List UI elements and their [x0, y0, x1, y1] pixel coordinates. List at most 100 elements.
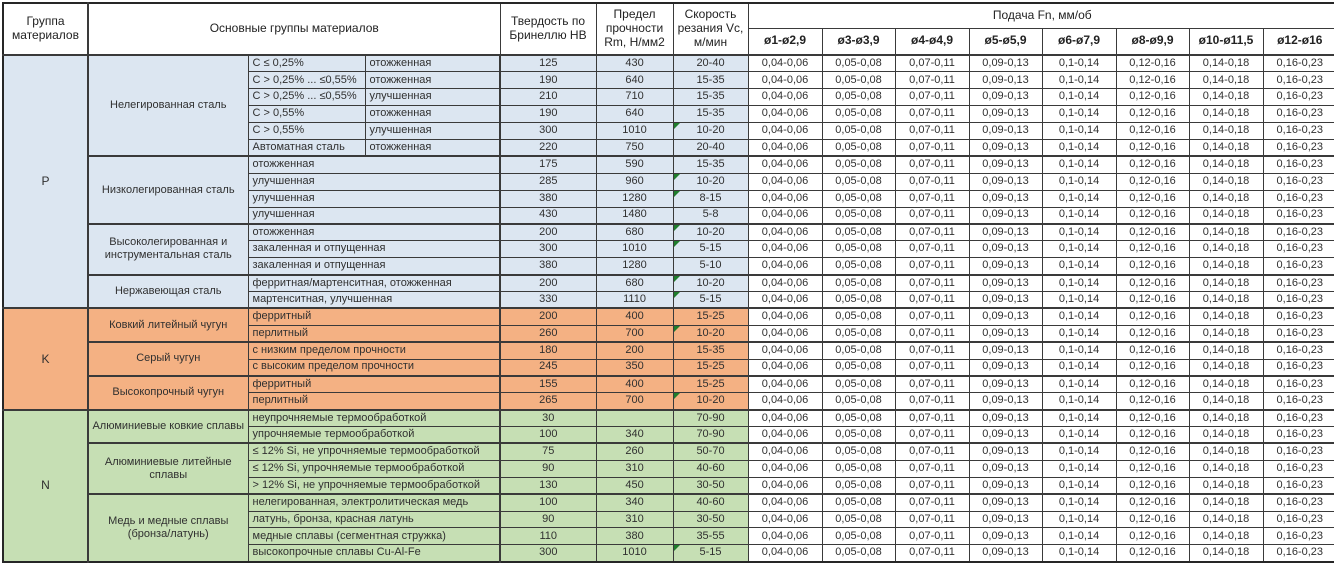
cell-feed: 0,1-0,14 [1041, 476, 1117, 495]
group-letter-cell: P [2, 53, 89, 309]
spec-cell: перлитный [247, 324, 502, 343]
cell-feed: 0,16-0,23 [1262, 426, 1334, 444]
cell-feed: 0,07-0,11 [894, 459, 970, 478]
cell-feed: 0,14-0,18 [1188, 290, 1264, 309]
error-flag-icon [674, 225, 680, 231]
cell-rm: 310 [595, 459, 674, 478]
cell-feed: 0,09-0,13 [968, 392, 1043, 411]
cell-feed: 0,09-0,13 [968, 257, 1043, 276]
error-flag-icon [674, 123, 680, 130]
spec-cell: перлитный [247, 392, 502, 411]
table-row: Алюминиевые литейные сплавы ≤ 12% Si, не … [3, 442, 1334, 495]
cell-feed: 0,16-0,23 [1262, 459, 1334, 478]
cell-feed: 0,04-0,06 [747, 138, 823, 157]
table-row: Серый чугун с низким пределом прочности 18… [3, 341, 1334, 377]
cell-feed: 0,05-0,08 [821, 122, 896, 140]
cell-hb: 200 [499, 222, 597, 242]
cell-feed: 0,1-0,14 [1041, 290, 1117, 309]
cell-feed: 0,04-0,06 [747, 273, 823, 292]
cell-feed: 0,1-0,14 [1041, 172, 1117, 191]
cell-rm: 710 [595, 88, 674, 107]
cell-feed: 0,09-0,13 [968, 172, 1043, 191]
cell-feed: 0,04-0,06 [747, 408, 823, 428]
cell-feed: 0,16-0,23 [1262, 442, 1334, 461]
family-name-cell: Низколегированная сталь [87, 155, 249, 225]
cell-vc: 10-20 [672, 172, 749, 191]
cell-feed: 0,04-0,06 [747, 172, 823, 191]
cell-hb: 220 [499, 138, 597, 157]
cell-feed: 0,05-0,08 [821, 374, 896, 394]
spec-cell: закаленная и отпущенная [247, 240, 502, 259]
cell-rm: 1010 [595, 122, 674, 140]
cell-feed: 0,12-0,16 [1115, 374, 1190, 394]
cell-feed: 0,14-0,18 [1188, 510, 1264, 529]
cell-feed: 0,14-0,18 [1188, 88, 1264, 107]
cell-rm: 750 [595, 138, 674, 157]
spec-cell: закаленная и отпущенная [247, 257, 502, 276]
cell-feed: 0,09-0,13 [968, 88, 1043, 107]
cell-feed: 0,12-0,16 [1115, 257, 1190, 276]
cell-hb: 100 [499, 426, 597, 444]
cell-feed: 0,09-0,13 [968, 155, 1043, 174]
cell-feed: 0,16-0,23 [1262, 155, 1334, 174]
cell-feed: 0,07-0,11 [894, 307, 970, 326]
cell-feed: 0,04-0,06 [747, 544, 823, 563]
cell-rm: 680 [595, 222, 674, 242]
cell-feed: 0,1-0,14 [1041, 324, 1117, 343]
spec-cell: C ≤ 0,25% [247, 54, 366, 73]
header-feed-d12: ø12-ø16 [1262, 27, 1334, 56]
cell-feed: 0,07-0,11 [894, 54, 970, 73]
family-name-cell: Серый чугун [87, 341, 249, 377]
cell-vc: 70-90 [672, 426, 749, 444]
cell-feed: 0,04-0,06 [747, 374, 823, 394]
cell-feed: 0,05-0,08 [821, 324, 896, 343]
spec-cell: латунь, бронза, красная латунь [247, 510, 502, 529]
spec-detail-cell: отожженная [364, 105, 502, 124]
header-material-group: Группа материалов [2, 2, 89, 56]
cell-feed: 0,07-0,11 [894, 71, 970, 90]
cell-feed: 0,16-0,23 [1262, 510, 1334, 529]
cell-vc: 5-15 [672, 290, 749, 309]
cell-feed: 0,07-0,11 [894, 374, 970, 394]
cell-feed: 0,04-0,06 [747, 392, 823, 411]
cell-vc: 15-25 [672, 307, 749, 326]
cell-feed: 0,16-0,23 [1262, 290, 1334, 309]
table-row: упрочняемые термообработкой 100 340 70-90 0,… [3, 426, 1334, 444]
cell-feed: 0,14-0,18 [1188, 206, 1264, 225]
cell-feed: 0,09-0,13 [968, 222, 1043, 242]
group-letter-cell: N [2, 408, 89, 563]
cell-rm: 260 [595, 442, 674, 461]
cell-feed: 0,04-0,06 [747, 222, 823, 242]
cell-feed: 0,16-0,23 [1262, 54, 1334, 73]
spec-cell: улучшенная [247, 172, 502, 191]
family-name-cell: Медь и медные сплавы (бронза/латунь) [87, 493, 249, 563]
cell-feed: 0,1-0,14 [1041, 122, 1117, 140]
cell-vc: 70-90 [672, 408, 749, 428]
cell-hb: 200 [499, 307, 597, 326]
cell-feed: 0,09-0,13 [968, 206, 1043, 225]
cell-rm: 700 [595, 324, 674, 343]
cell-feed: 0,14-0,18 [1188, 324, 1264, 343]
cell-hb: 380 [499, 189, 597, 208]
spec-cell: упрочняемые термообработкой [247, 426, 502, 444]
cell-feed: 0,1-0,14 [1041, 493, 1117, 512]
table-row: Высоколегированная и инструментальная ст… [3, 222, 1334, 276]
cell-feed: 0,07-0,11 [894, 240, 970, 259]
cell-feed: 0,12-0,16 [1115, 493, 1190, 512]
cell-feed: 0,04-0,06 [747, 426, 823, 444]
cell-feed: 0,12-0,16 [1115, 358, 1190, 377]
family-name-cell: Алюминиевые литейные сплавы [87, 442, 249, 495]
cell-vc: 10-20 [672, 324, 749, 343]
cell-feed: 0,12-0,16 [1115, 527, 1190, 546]
table-row: Нержавеющая сталь ферритная/мартенситная,… [3, 273, 1334, 309]
cell-feed: 0,12-0,16 [1115, 442, 1190, 461]
header-main-material-groups: Основные группы материалов [87, 2, 501, 56]
cell-feed: 0,1-0,14 [1041, 392, 1117, 411]
cell-feed: 0,07-0,11 [894, 392, 970, 411]
cell-feed: 0,1-0,14 [1041, 222, 1117, 242]
cell-feed: 0,14-0,18 [1188, 426, 1264, 444]
spec-cell: улучшенная [247, 189, 502, 208]
cell-vc: 50-70 [672, 442, 749, 461]
cell-feed: 0,14-0,18 [1188, 341, 1264, 360]
table-row: K Ковкий литейный чугун ферритный 200 400 15-… [2, 307, 1334, 411]
